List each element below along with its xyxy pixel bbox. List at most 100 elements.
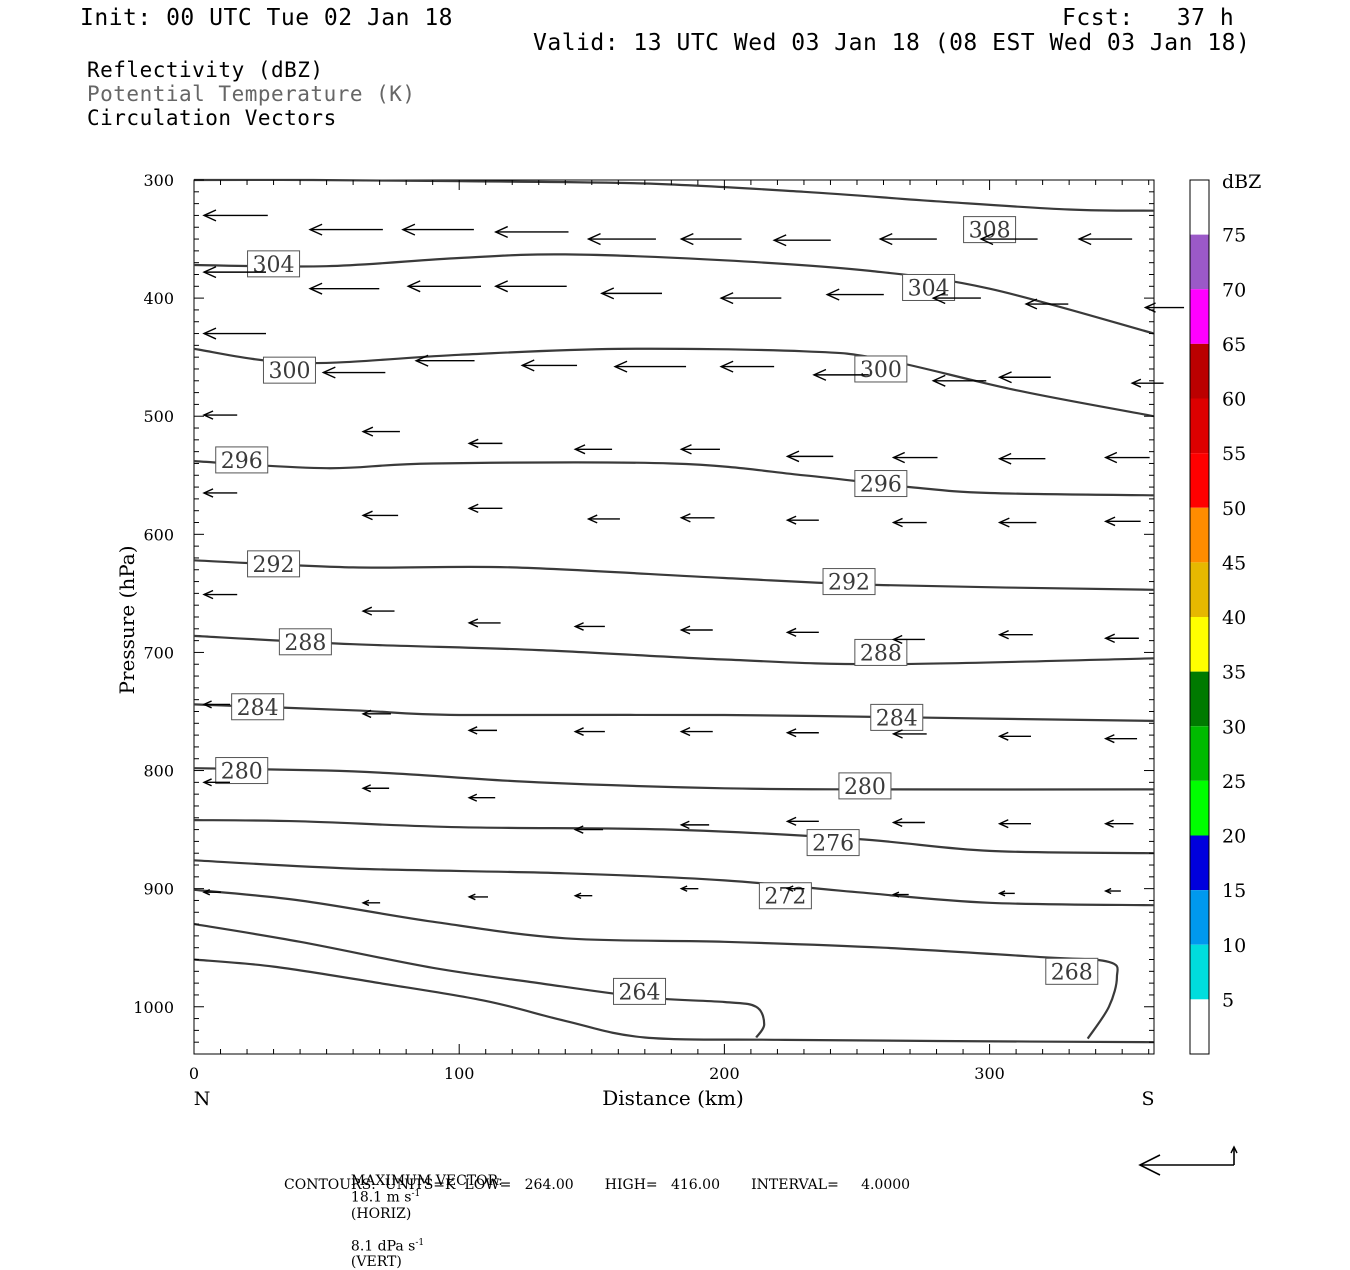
circulation-vector-head (997, 819, 1009, 829)
circulation-vector-head (406, 280, 421, 293)
contour-label: 308 (969, 219, 1011, 244)
max-vector-label: MAXIMUM VECTOR: (350, 1173, 503, 1189)
circulation-vector-head (573, 727, 584, 736)
circulation-vector-head (202, 266, 217, 279)
colorbar-segment (1190, 835, 1209, 891)
circulation-vector-head (679, 727, 691, 737)
circulation-vector-head (573, 444, 586, 455)
circulation-vector-head (361, 426, 374, 437)
circulation-vector-head (573, 825, 584, 834)
init-time: Init: 00 UTC Tue 02 Jan 18 (80, 5, 454, 31)
colorbar-unit: dBZ (1222, 171, 1261, 193)
circulation-vector-head (679, 820, 690, 830)
contour-line-276 (193, 819, 1155, 855)
colorbar-segment (1190, 726, 1209, 781)
colorbar-segment (1190, 780, 1209, 836)
contour-label-box (854, 470, 908, 498)
circulation-vector-head (979, 233, 994, 246)
colorbar-label: 20 (1222, 826, 1246, 848)
circulation-vector-head (772, 234, 787, 247)
circulation-vector-head (1077, 233, 1092, 246)
circulation-vector-head (600, 287, 615, 300)
y-tick-label: 700 (143, 643, 174, 662)
colorbar-label: 75 (1222, 225, 1246, 247)
colorbar-segment (1190, 289, 1209, 344)
contour-line-268 (193, 888, 1119, 1040)
colorbar-segment (1190, 944, 1209, 1000)
circulation-vector-head (785, 515, 797, 525)
contour-line-280 (193, 767, 1155, 791)
circulation-vector-head (467, 438, 479, 449)
contour-label: 300 (268, 359, 310, 384)
circulation-vector-head (891, 634, 903, 644)
y-axis-title: Pressure (hPa) (115, 546, 139, 695)
circulation-vector-head (361, 899, 370, 907)
circulation-vector-head (1103, 451, 1118, 464)
circulation-vector-head (997, 890, 1006, 897)
circulation-vector-head (586, 514, 598, 524)
contour-label: 288 (860, 641, 902, 666)
contour-label-box (613, 977, 667, 1005)
circulation-vector-head (891, 817, 903, 828)
circulation-vector-head (414, 354, 429, 367)
forecast-hour: Fcst: 37 h (1062, 5, 1235, 31)
circulation-vector-head (679, 233, 694, 246)
circulation-vector-head (308, 282, 323, 295)
colorbar-label: 50 (1222, 498, 1246, 520)
reference-vector (1138, 1145, 1238, 1176)
circulation-vector-head (931, 374, 946, 387)
circulation-vector-head (467, 726, 478, 735)
y-tick-label: 1000 (133, 998, 174, 1017)
contour-label-box (278, 628, 332, 656)
contour-label: 304 (908, 276, 950, 301)
circulation-vector-head (785, 885, 794, 892)
contour-label-box (870, 703, 924, 731)
y-tick-label: 500 (143, 407, 174, 426)
contour-label-box (806, 829, 860, 857)
circulation-vector-head (1103, 819, 1114, 828)
circulation-vector-head (202, 327, 217, 340)
circulation-vector-head (494, 225, 508, 239)
reference-vector-vertical-head (1230, 1145, 1238, 1154)
colorbar-label: 60 (1222, 389, 1246, 411)
contour-label-box (838, 772, 892, 800)
circulation-vector-head (202, 589, 214, 600)
circulation-vector-head (997, 371, 1012, 384)
circulation-vector-head (467, 893, 476, 901)
circulation-vector-head (825, 288, 840, 301)
circulation-vector-head (679, 513, 691, 523)
circulation-vector-head (520, 359, 535, 372)
colorbar-label: 5 (1222, 989, 1234, 1011)
colorbar-label: 10 (1222, 935, 1246, 957)
circulation-vector-head (1130, 378, 1142, 388)
plot-frame (193, 179, 1155, 1055)
legend-potential-temperature: Potential Temperature (K) (87, 82, 416, 106)
circulation-vector-head (878, 233, 893, 246)
colorbar-label: 45 (1222, 552, 1246, 574)
circulation-vector-head (997, 731, 1009, 741)
colorbar-border (1189, 179, 1210, 1055)
circulation-vector-head (679, 444, 692, 455)
circulation-vector-head (202, 209, 217, 222)
contour-label: 304 (253, 253, 295, 278)
contour-line-264 (193, 923, 766, 1039)
circulation-vector-head (494, 280, 508, 293)
circulation-vector-head (891, 729, 903, 739)
contour-label-box (231, 693, 285, 721)
circulation-vector-head (361, 709, 372, 719)
circulation-vector-head (997, 517, 1010, 528)
contour-label-box (854, 355, 908, 383)
contour-label: 296 (860, 473, 902, 498)
circulation-vector-head (361, 784, 372, 793)
colorbar-segment (1190, 398, 1209, 454)
colorbar-segment (1190, 999, 1209, 1054)
circulation-vector-head (785, 450, 800, 463)
contour-label: 288 (284, 631, 326, 656)
circulation-vector-head (785, 728, 797, 738)
circulation-vector-head (785, 816, 797, 826)
circulation-vector-head (1103, 516, 1116, 527)
contour-line-bottom (193, 958, 1155, 1044)
circulation-vector-head (719, 360, 734, 373)
y-tick-label: 300 (143, 171, 174, 190)
contour-label: 280 (844, 775, 886, 800)
